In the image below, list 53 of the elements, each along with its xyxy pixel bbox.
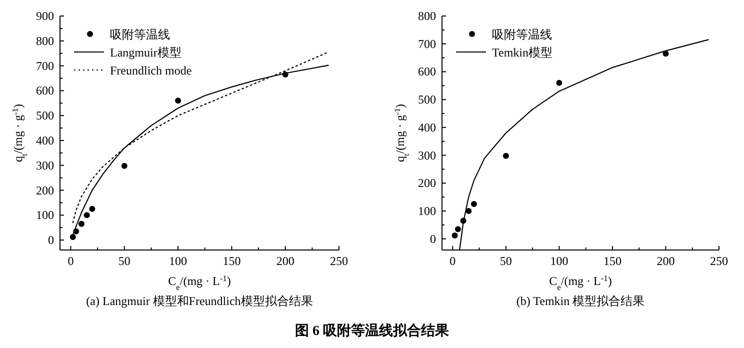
legend-label: 吸附等温线: [110, 28, 170, 42]
x-tick-label: 100: [169, 254, 188, 268]
x-tick-label: 50: [118, 254, 130, 268]
point: [70, 234, 76, 240]
x-tick-label: 50: [500, 254, 512, 268]
x-tick-label: 0: [68, 254, 74, 268]
y-tick-label: 300: [36, 158, 54, 172]
legend-label: Temkin模型: [492, 46, 552, 60]
text: (b) Temkin 模型拟合结果: [516, 294, 645, 308]
y-tick-label: 500: [418, 92, 436, 107]
point: [454, 226, 461, 232]
point: [175, 98, 182, 104]
point: [502, 152, 509, 159]
y-tick-label: 200: [36, 183, 54, 198]
x-axis-title: C$_{e}$/(mg · L$^{-1}$): [549, 274, 612, 292]
legend-label: Langmuir模型: [110, 46, 182, 60]
x-tick-label: 250: [330, 254, 348, 268]
point: [466, 208, 472, 214]
y-tick-label: 700: [36, 58, 54, 73]
x-tick-label: 150: [603, 254, 622, 268]
x-tick-label: 200: [276, 254, 294, 268]
point: [556, 80, 562, 86]
x-tick-label: 0: [450, 254, 456, 268]
y-tick-label: 300: [418, 148, 436, 162]
text: (a) Langmuir 模型和Freundlich模型拟合结果: [86, 294, 313, 308]
caption: 图 6 吸附等温线拟合结果: [295, 322, 450, 339]
y-tick-label: 400: [36, 133, 54, 148]
y-tick-label: 600: [36, 84, 54, 98]
x-axis-title: C$_{e}$/(mg · L$^{-1}$): [168, 274, 231, 292]
y-tick-label: 400: [418, 120, 436, 134]
y-tick-label: 600: [418, 64, 436, 79]
y-tick-label: 800: [36, 34, 54, 48]
point: [84, 212, 90, 218]
legend-label: Freundlich mode: [110, 64, 192, 78]
x-tick-label: 200: [656, 254, 675, 268]
point: [121, 162, 128, 169]
legend-label: 吸附等温线: [492, 28, 552, 42]
y-tick-label: 100: [36, 208, 54, 222]
y-tick-label: 900: [36, 9, 54, 23]
y-tick-label: 800: [418, 9, 436, 23]
x-tick-label: 150: [222, 254, 241, 268]
x-tick-label: 100: [550, 254, 568, 268]
y-tick-label: 100: [418, 204, 436, 218]
point: [452, 232, 458, 239]
x-tick-label: 250: [710, 254, 728, 268]
point: [89, 206, 96, 212]
y-tick-label: 0: [48, 233, 54, 248]
point: [470, 201, 477, 208]
y-tick-label: 0: [430, 232, 436, 246]
y-tick-label: 500: [36, 108, 54, 123]
y-tick-label: 200: [418, 176, 436, 190]
point: [78, 220, 84, 227]
y-tick-label: 700: [418, 36, 436, 51]
